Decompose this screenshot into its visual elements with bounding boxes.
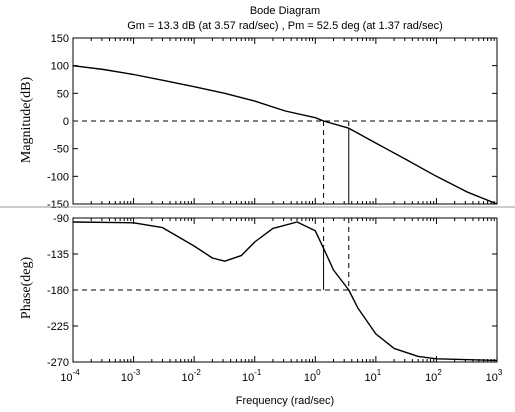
phase-x-tick-label: 101	[365, 368, 382, 384]
magnitude-y-tick-label: -50	[53, 144, 69, 156]
phase-axis-label: Phase(deg)	[19, 257, 34, 320]
phase-x-tick-label: 10-4	[60, 368, 80, 384]
magnitude-curve	[72, 65, 498, 205]
magnitude-y-tick-label: 0	[63, 116, 69, 128]
margin-markers	[323, 121, 350, 290]
magnitude-axis-label: Magnitude(dB)	[19, 77, 34, 164]
chart-subtitle: Gm = 13.3 dB (at 3.57 rad/sec) , Pm = 52…	[127, 20, 443, 32]
magnitude-y-tick-label: 100	[51, 61, 69, 73]
phase-y-tick-label: -270	[47, 357, 69, 369]
phase-x-tick-label: 103	[486, 368, 503, 384]
phase-x-tick-label: 100	[304, 368, 321, 384]
x-axis-label: Frequency (rad/sec)	[236, 395, 334, 407]
phase-y-tick-label: -225	[47, 321, 69, 333]
magnitude-y-tick-label: -100	[47, 171, 69, 183]
phase-y-tick-label: -135	[47, 249, 69, 261]
phase-y-tick-label: -180	[47, 285, 69, 297]
phase-x-tick-label: 10-1	[242, 368, 262, 384]
magnitude-y-tick-label: -150	[47, 199, 69, 211]
phase-x-tick-label: 10-2	[181, 368, 201, 384]
magnitude-y-tick-label: 150	[51, 33, 69, 45]
phase-x-tick-label: 10-3	[121, 368, 141, 384]
magnitude-panel: 150 100 50 0 -50 -100 -150	[47, 33, 498, 211]
chart-title: Bode Diagram	[250, 5, 320, 17]
phase-x-tick-label: 102	[425, 368, 442, 384]
phase-curve	[72, 221, 498, 362]
magnitude-y-tick-label: 50	[57, 88, 69, 100]
phase-y-tick-label: -90	[53, 213, 69, 225]
